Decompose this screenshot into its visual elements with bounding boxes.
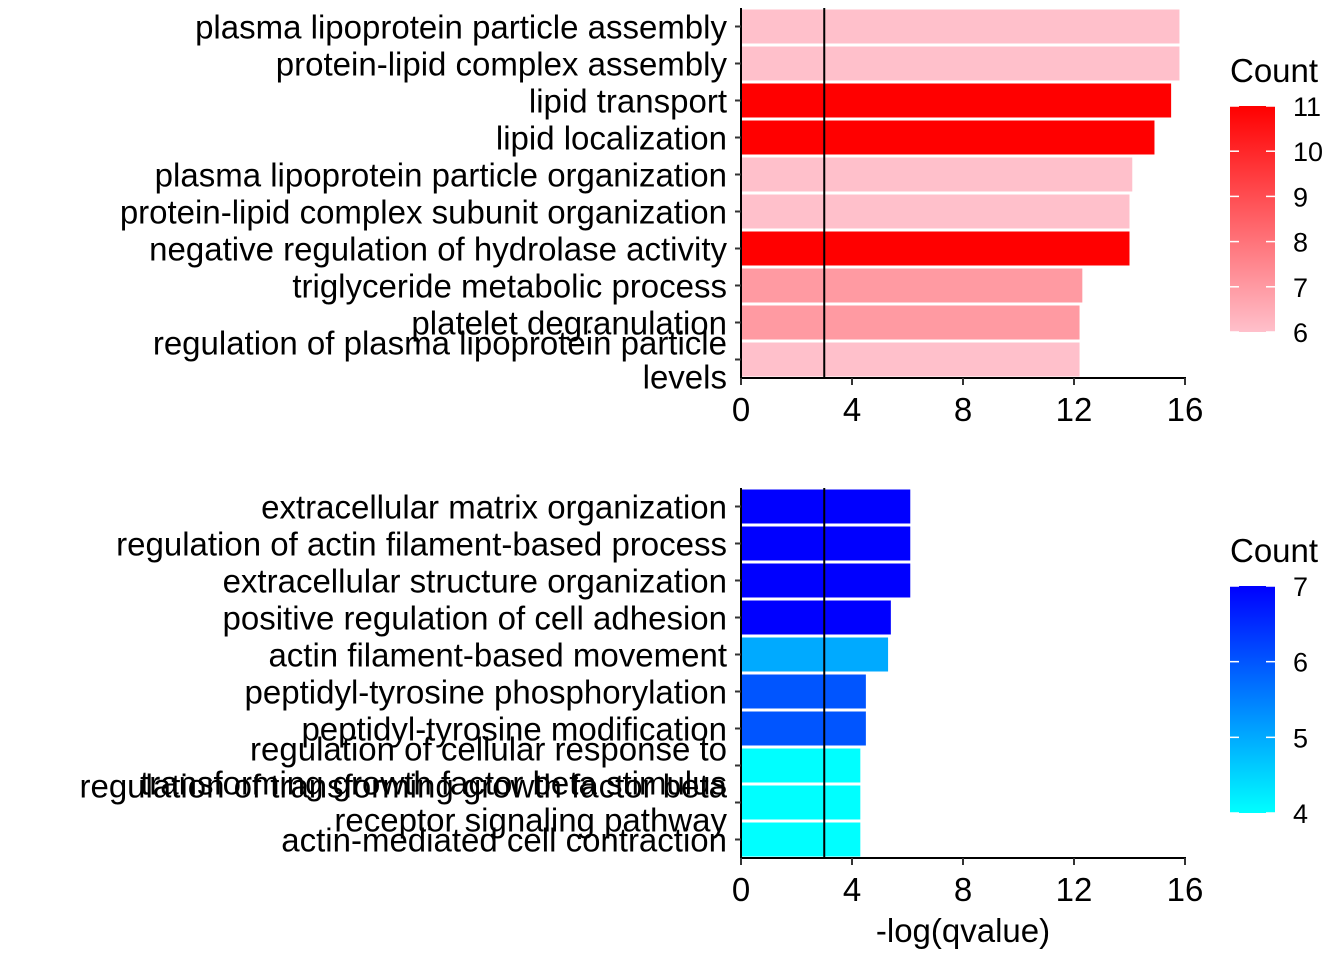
top-panel: plasma lipoprotein particle assemblyprot… [120, 8, 1323, 428]
category-label: extracellular structure organization [223, 563, 727, 600]
legend-tick-label: 8 [1293, 228, 1308, 258]
legend-tick-label: 6 [1293, 318, 1308, 348]
category-label-line: receptor signaling pathway [334, 802, 727, 839]
category-label-line: transforming growth factor beta stimulus [140, 765, 727, 802]
legend-colorbar [1230, 586, 1275, 813]
category-label: negative regulation of hydrolase activit… [149, 231, 727, 268]
x-tick-label: 16 [1167, 391, 1204, 428]
bar [741, 83, 1172, 118]
legend-tick-label: 4 [1293, 799, 1308, 829]
x-tick-label: 4 [843, 391, 861, 428]
legend-title: Count [1230, 52, 1318, 89]
legend-tick-label: 7 [1293, 572, 1308, 602]
x-tick-label: 12 [1056, 391, 1093, 428]
bar [741, 674, 866, 709]
category-label: regulation of actin filament-based proce… [116, 526, 727, 563]
category-label-line: levels [643, 359, 727, 396]
category-label: lipid transport [529, 83, 727, 120]
category-label-line: regulation of plasma lipoprotein particl… [153, 325, 727, 362]
category-label: triglyceride metabolic process [292, 268, 727, 305]
category-label: actin filament-based movement [268, 637, 727, 674]
legend-tick-label: 11 [1293, 92, 1321, 122]
bar [741, 822, 861, 857]
bar [741, 748, 861, 783]
category-label: protein-lipid complex subunit organizati… [120, 194, 727, 231]
bar [741, 526, 911, 561]
x-tick-label: 16 [1167, 871, 1204, 908]
category-label-line: regulation of transforming growth factor… [79, 768, 727, 805]
bar [741, 785, 861, 820]
bar [741, 120, 1155, 155]
bar [741, 194, 1130, 229]
category-label: actin-mediated cell contraction [281, 822, 727, 859]
legend-tick-label: 6 [1293, 648, 1308, 678]
x-tick-label: 0 [732, 391, 750, 428]
category-label: plasma lipoprotein particle assembly [195, 9, 727, 46]
category-label: protein-lipid complex assembly [276, 46, 728, 83]
legend-tick-label: 9 [1293, 182, 1308, 212]
bottom-panel: extracellular matrix organizationregulat… [79, 488, 1318, 949]
bar [741, 231, 1130, 266]
bar [741, 157, 1133, 192]
category-label: platelet degranulation [411, 305, 727, 342]
bar [741, 268, 1083, 303]
legend-tick-label: 10 [1293, 137, 1323, 167]
bar [741, 600, 891, 635]
x-axis-title: -log(qvalue) [876, 912, 1050, 949]
category-label: lipid localization [496, 120, 727, 157]
bar [741, 637, 889, 672]
x-tick-label: 4 [843, 871, 861, 908]
category-label: peptidyl-tyrosine modification [301, 711, 727, 748]
category-label: extracellular matrix organization [261, 489, 727, 526]
bar [741, 563, 911, 598]
bar [741, 9, 1180, 44]
x-tick-label: 8 [954, 391, 972, 428]
legend-title: Count [1230, 532, 1318, 569]
bar [741, 711, 866, 746]
category-label: peptidyl-tyrosine phosphorylation [245, 674, 727, 711]
category-label: regulation of transforming growth factor… [79, 768, 727, 839]
bar [741, 305, 1080, 340]
category-label: regulation of cellular response to transf… [140, 731, 727, 802]
legend-tick-label: 5 [1293, 723, 1308, 753]
legend-colorbar [1230, 106, 1275, 332]
category-label: plasma lipoprotein particle organization [155, 157, 727, 194]
x-tick-label: 8 [954, 871, 972, 908]
bar [741, 46, 1180, 81]
category-label: positive regulation of cell adhesion [223, 600, 728, 637]
bar [741, 342, 1080, 377]
category-label: regulation of plasma lipoprotein particl… [153, 325, 727, 396]
x-tick-label: 0 [732, 871, 750, 908]
category-label-line: regulation of cellular response to [250, 731, 727, 768]
bar [741, 489, 911, 524]
legend-tick-label: 7 [1293, 273, 1308, 303]
x-tick-label: 12 [1056, 871, 1093, 908]
